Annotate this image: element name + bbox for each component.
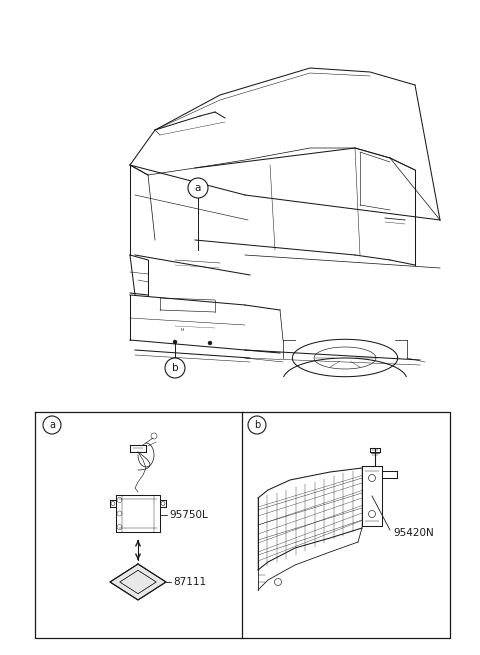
Circle shape <box>43 416 61 434</box>
Text: 95750L: 95750L <box>169 510 208 520</box>
Circle shape <box>208 341 212 345</box>
Text: ᴴ: ᴴ <box>180 329 184 335</box>
Circle shape <box>188 178 208 198</box>
Circle shape <box>248 416 266 434</box>
Text: 87111: 87111 <box>173 577 206 587</box>
Text: 95420N: 95420N <box>393 528 434 538</box>
Text: b: b <box>172 363 178 373</box>
Circle shape <box>165 358 185 378</box>
Polygon shape <box>110 564 166 600</box>
Circle shape <box>173 340 177 344</box>
Text: a: a <box>195 183 201 193</box>
Text: a: a <box>49 420 55 430</box>
Text: b: b <box>254 420 260 430</box>
